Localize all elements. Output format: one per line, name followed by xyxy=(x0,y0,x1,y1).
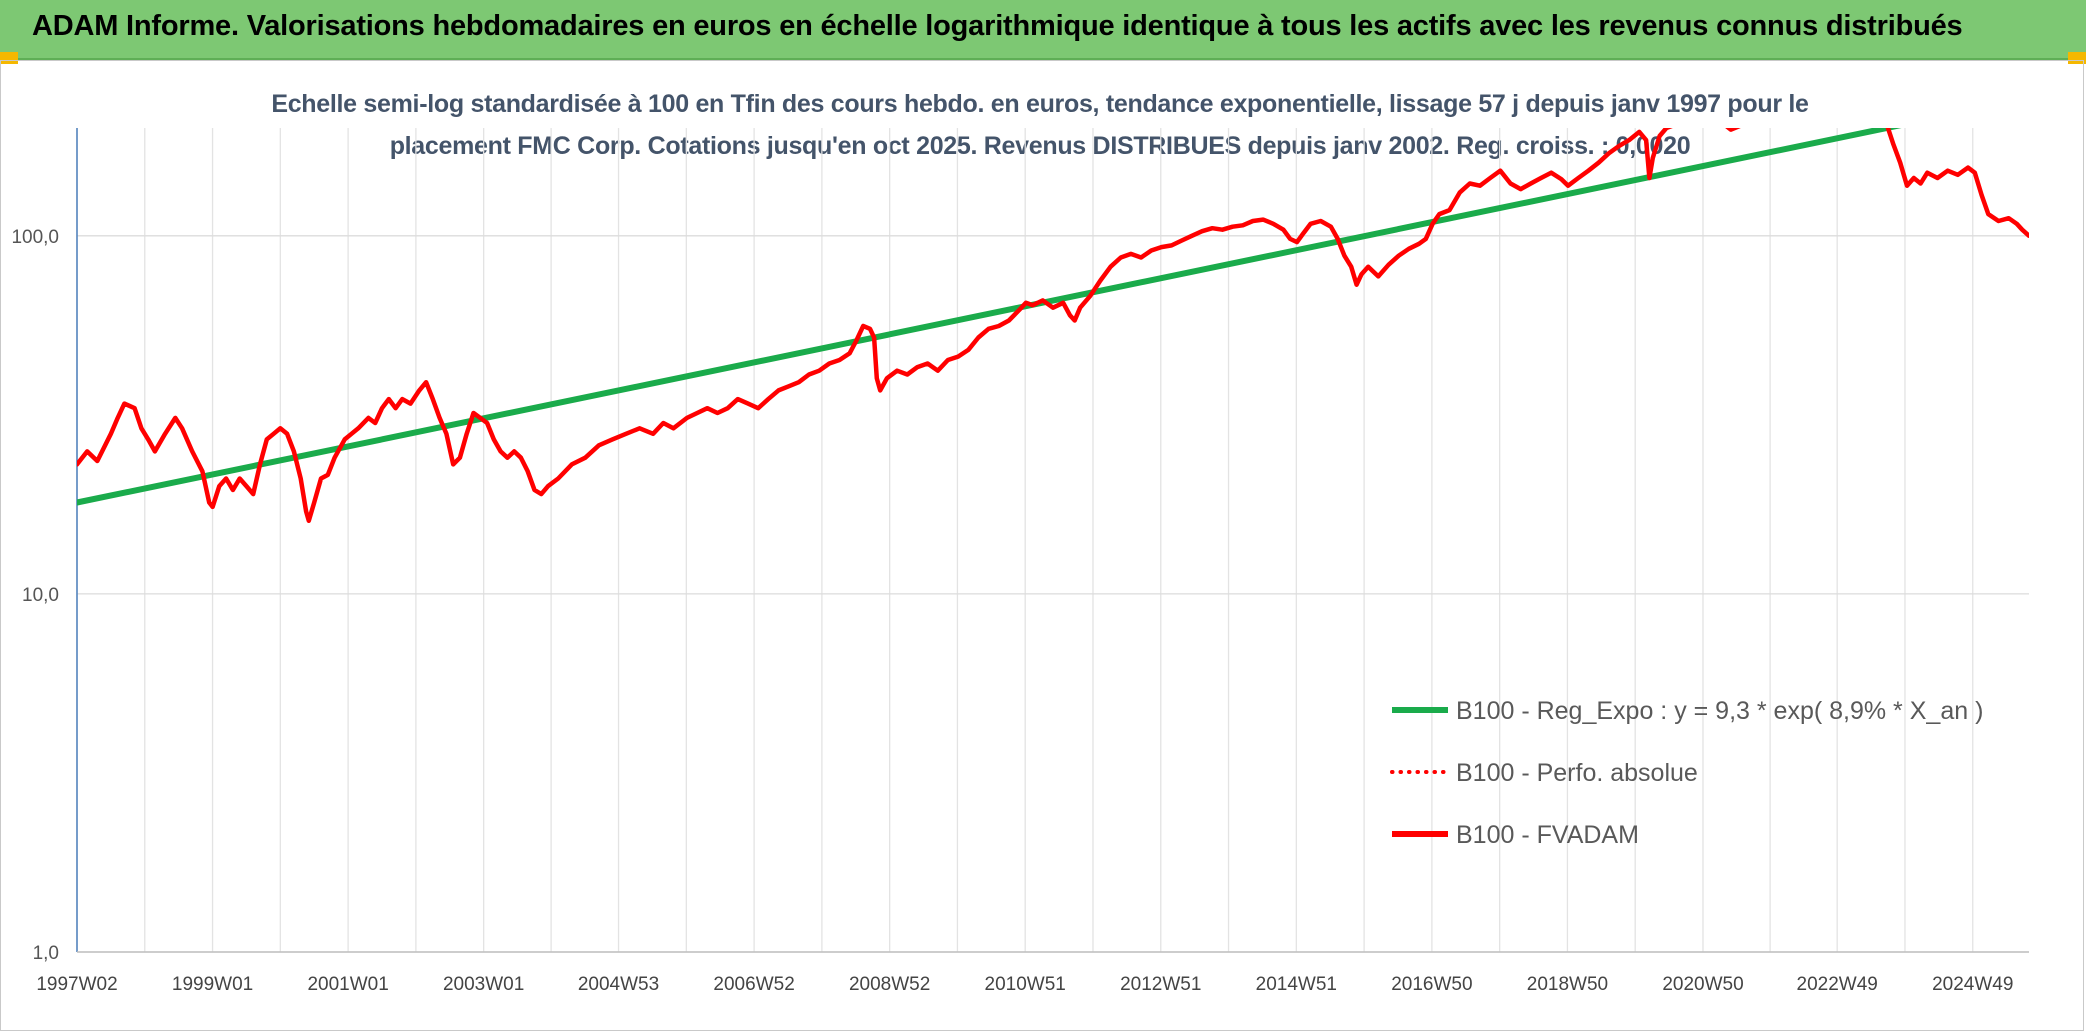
axes xyxy=(76,128,2029,953)
y-tick-label: 100,0 xyxy=(11,227,59,248)
legend-label: B100 - FVADAM xyxy=(1456,821,1639,849)
legend-item-perfo-absolue: B100 - Perfo. absolue xyxy=(1390,759,1698,787)
x-tick-label: 2012W51 xyxy=(1120,974,1201,995)
grid-lines xyxy=(76,128,2029,953)
x-tick-label: 1999W01 xyxy=(172,974,253,995)
corner-marker-right xyxy=(2068,52,2086,64)
x-tick-label: 2006W52 xyxy=(713,974,794,995)
x-tick-label: 2014W51 xyxy=(1256,974,1337,995)
x-tick-label: 2004W53 xyxy=(578,974,659,995)
y-tick-label: 10,0 xyxy=(22,585,59,606)
chart-subtitle-line-1: Echelle semi-log standardisée à 100 en T… xyxy=(271,90,1809,118)
report-title: ADAM Informe. Valorisations hebdomadaire… xyxy=(32,10,1963,42)
x-tick-label: 2018W50 xyxy=(1527,974,1608,995)
x-tick-label: 2022W49 xyxy=(1797,974,1878,995)
y-tick-label: 1,0 xyxy=(33,943,59,964)
x-tick-label: 2001W01 xyxy=(307,974,388,995)
chart-frame xyxy=(0,60,2084,1031)
chart-legend: B100 - Reg_Expo : y = 9,3 * exp( 8,9% * … xyxy=(1390,697,1983,849)
legend-label: B100 - Reg_Expo : y = 9,3 * exp( 8,9% * … xyxy=(1456,697,1983,725)
x-tick-label: 2010W51 xyxy=(985,974,1066,995)
corner-marker-left xyxy=(0,52,18,64)
x-tick-label: 1997W02 xyxy=(36,974,117,995)
legend-item-regression: B100 - Reg_Expo : y = 9,3 * exp( 8,9% * … xyxy=(1392,697,1983,725)
x-tick-label: 2003W01 xyxy=(443,974,524,995)
series-line-regression xyxy=(77,128,1902,506)
x-tick-label: 2024W49 xyxy=(1932,974,2013,995)
tick-labels: 1,0 10,0 100,0 1997W02 1999W01 2001W01 2003W01… xyxy=(11,227,2013,995)
series-layer xyxy=(77,128,2029,524)
legend-item-fvadam: B100 - FVADAM xyxy=(1392,821,1639,849)
x-tick-label: 2008W52 xyxy=(849,974,930,995)
series-line-fvadam xyxy=(77,128,2029,524)
legend-label: B100 - Perfo. absolue xyxy=(1456,759,1698,787)
x-tick-label: 2016W50 xyxy=(1391,974,1472,995)
x-tick-label: 2020W50 xyxy=(1662,974,1743,995)
report-banner: ADAM Informe. Valorisations hebdomadaire… xyxy=(0,0,2086,60)
chart-subtitle-line-2: placement FMC Corp. Cotations jusqu'en o… xyxy=(389,132,1691,160)
